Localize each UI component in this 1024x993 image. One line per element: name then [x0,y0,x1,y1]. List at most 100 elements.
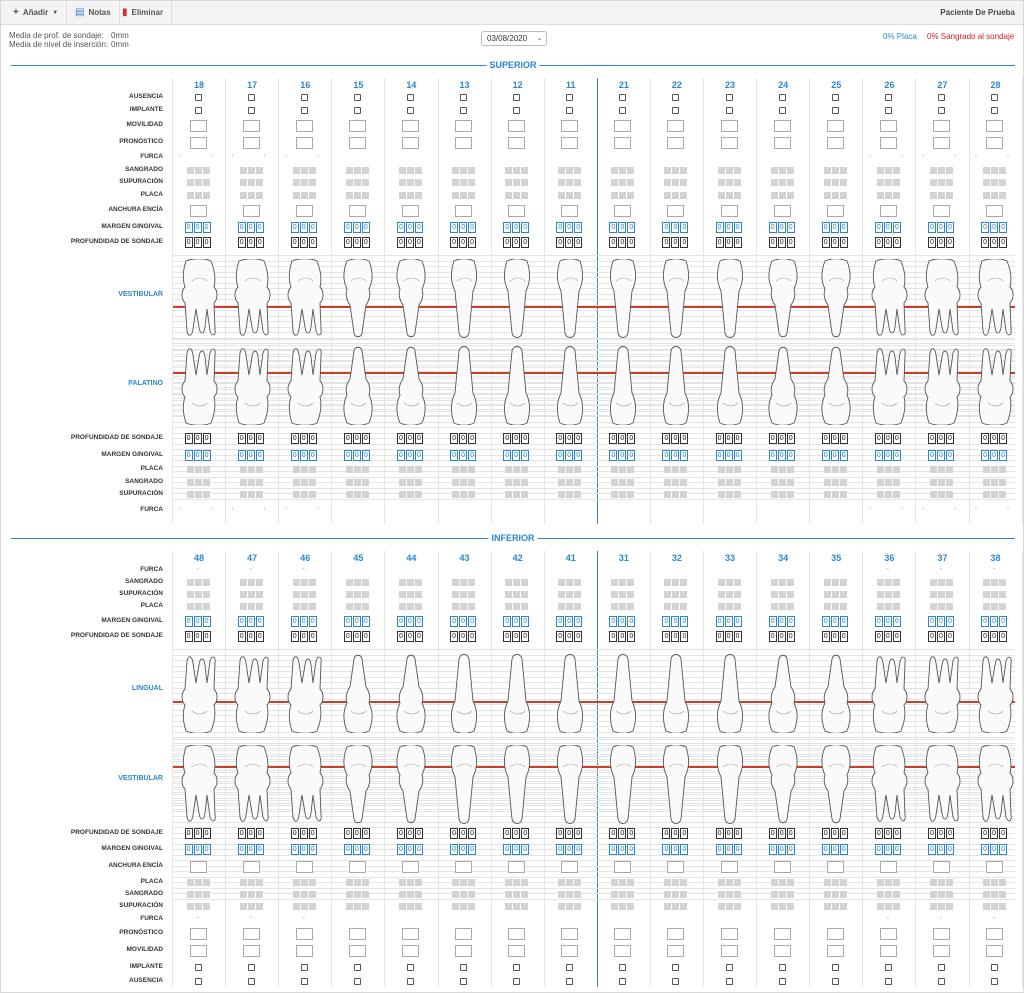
tooth-illustration[interactable] [761,259,805,339]
site-indicators[interactable] [292,879,316,886]
site-indicators[interactable] [983,591,1007,598]
input-movilidad[interactable] [401,120,419,132]
input-pronóstico[interactable] [189,928,207,940]
value-cell[interactable]: 0 [565,450,574,461]
site-indicators[interactable] [770,891,794,898]
checkbox-ausencia[interactable] [406,94,414,101]
value-cell[interactable]: 0 [308,844,317,855]
value-cell[interactable]: 0 [290,631,299,642]
value-cell[interactable]: 0 [184,828,193,839]
site-square[interactable] [505,591,513,598]
site-indicators[interactable] [717,167,741,174]
site-square[interactable] [361,466,369,473]
value-cell[interactable]: 0 [830,616,839,627]
input-pronóstico[interactable] [242,928,260,940]
value-cell[interactable]: 0 [883,631,892,642]
site-square[interactable] [664,491,672,498]
value-cell[interactable]: 0 [414,616,423,627]
value-cell[interactable]: 0 [883,616,892,627]
site-square[interactable] [574,591,582,598]
site-square[interactable] [680,192,688,199]
site-indicators[interactable] [929,879,953,886]
tooth-illustration[interactable] [283,345,327,425]
tooth-illustration[interactable] [495,745,539,825]
site-square[interactable] [725,479,733,486]
site-square[interactable] [513,591,521,598]
site-indicators[interactable] [452,167,476,174]
site-square[interactable] [892,179,900,186]
site-square[interactable] [414,466,422,473]
value-cell[interactable]: 0 [396,237,405,248]
value-cell[interactable]: 0 [662,828,671,839]
value-cell[interactable]: 0 [512,616,521,627]
checkbox-ausencia[interactable] [513,978,521,985]
value-cell[interactable]: 0 [361,631,370,642]
site-square[interactable] [717,466,725,473]
site-indicators[interactable] [398,167,422,174]
site-square[interactable] [460,591,468,598]
input-pronóstico[interactable] [720,137,738,149]
value-cell[interactable]: 0 [609,237,618,248]
site-square[interactable] [353,192,361,199]
site-indicators[interactable] [983,879,1007,886]
site-square[interactable] [929,491,937,498]
value-cell[interactable]: 0 [414,433,423,444]
tooth-number[interactable]: 47 [247,553,258,563]
value-cell[interactable]: 0 [299,631,308,642]
site-square[interactable] [680,591,688,598]
site-indicators[interactable] [770,479,794,486]
checkbox-ausencia[interactable] [300,978,308,985]
site-indicators[interactable] [983,891,1007,898]
input-pronóstico[interactable] [932,137,950,149]
site-square[interactable] [929,466,937,473]
site-square[interactable] [521,591,529,598]
site-square[interactable] [725,579,733,586]
value-cell[interactable]: 0 [724,222,733,233]
value-cell[interactable]: 0 [945,844,954,855]
value-cell[interactable]: 0 [777,631,786,642]
site-square[interactable] [937,579,945,586]
site-square[interactable] [786,879,794,886]
site-indicators[interactable] [929,192,953,199]
site-indicators[interactable] [876,591,900,598]
furca-mark[interactable]: - [868,506,871,512]
value-cell[interactable]: 0 [414,828,423,839]
value-cell[interactable]: 0 [733,616,742,627]
tooth-number[interactable]: 17 [247,80,258,90]
site-square[interactable] [406,491,414,498]
site-indicators[interactable] [664,591,688,598]
value-cell[interactable]: 0 [990,631,999,642]
site-square[interactable] [983,466,991,473]
value-cell[interactable]: 0 [821,631,830,642]
value-cell[interactable]: 0 [936,844,945,855]
site-square[interactable] [414,479,422,486]
site-square[interactable] [452,891,460,898]
value-cell[interactable]: 0 [405,237,414,248]
input-anchura-encía[interactable] [986,861,1004,873]
site-square[interactable] [558,491,566,498]
value-cell[interactable]: 0 [343,450,352,461]
value-cell[interactable]: 0 [999,828,1008,839]
input-movilidad[interactable] [773,120,791,132]
site-square[interactable] [937,192,945,199]
site-square[interactable] [725,891,733,898]
value-cell[interactable]: 0 [680,222,689,233]
value-cell[interactable]: 0 [936,828,945,839]
value-cell[interactable]: 0 [237,616,246,627]
site-indicators[interactable] [823,903,847,910]
site-indicators[interactable] [239,179,263,186]
value-cell[interactable]: 0 [768,222,777,233]
value-cell[interactable]: 0 [715,222,724,233]
site-indicators[interactable] [929,591,953,598]
furca-mark[interactable]: - [900,506,903,512]
value-cell[interactable]: 0 [459,844,468,855]
value-cell[interactable]: 0 [618,828,627,839]
